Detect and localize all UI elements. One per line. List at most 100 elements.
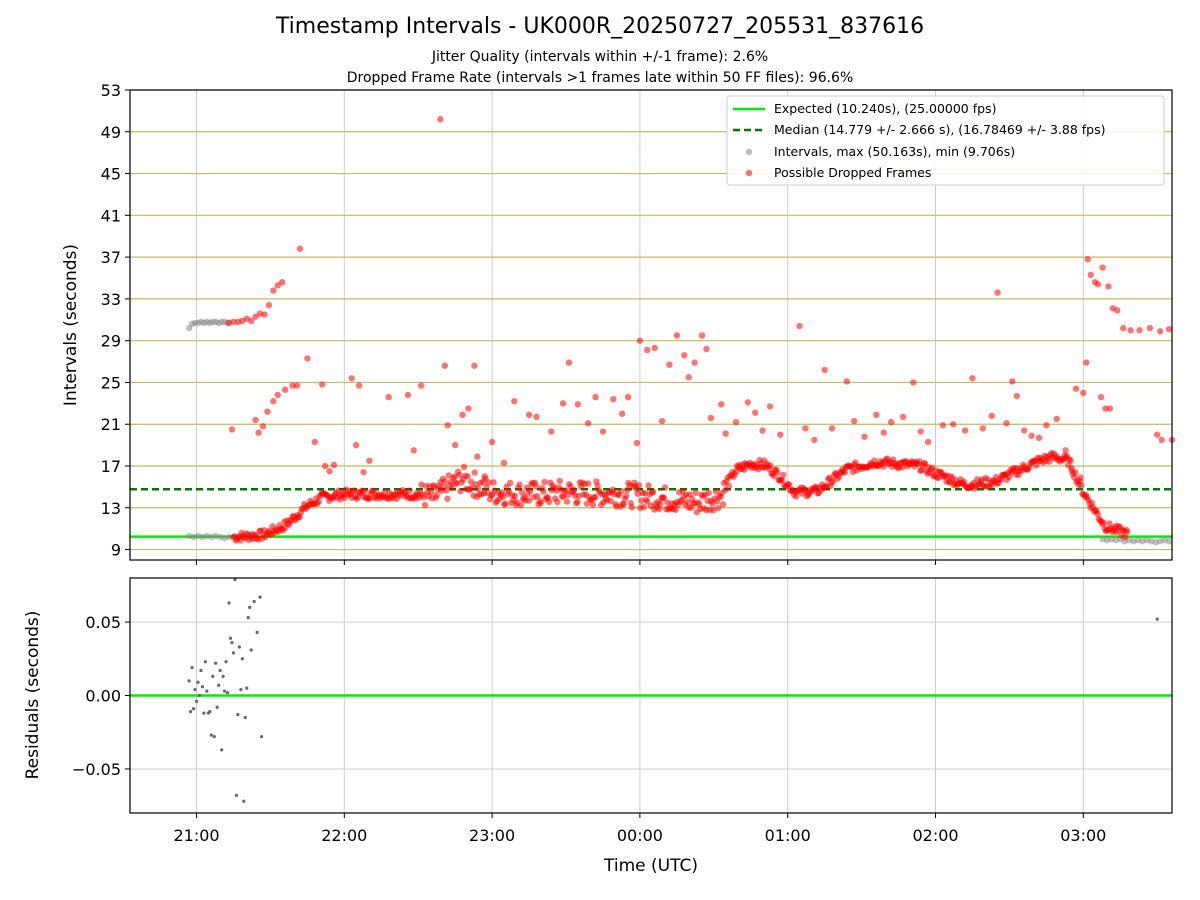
dropped-frame-point <box>354 494 361 501</box>
dropped-frame-point <box>950 421 957 428</box>
dropped-frame-point <box>1035 434 1043 441</box>
dropped-frame-point <box>584 480 592 487</box>
dropped-frame-point <box>385 393 392 401</box>
dropped-frame-point <box>488 438 496 446</box>
top-plot-x-ticks <box>196 560 1084 565</box>
dropped-frame-point <box>441 362 449 369</box>
dropped-frame-point <box>475 485 482 492</box>
dropped-frame-point <box>574 401 582 408</box>
dropped-frame-point <box>274 282 282 289</box>
legend: Expected (10.240s), (25.00000 fps) Media… <box>726 95 1165 186</box>
dropped-frame-point <box>360 469 367 476</box>
dropped-frame-point <box>270 287 277 294</box>
dropped-frame-point <box>624 486 631 494</box>
residual-point <box>249 648 253 652</box>
residual-point <box>227 601 231 605</box>
residual-point <box>224 660 228 664</box>
dropped-frame-point <box>296 245 304 252</box>
dropped-frame-point <box>437 116 444 123</box>
residual-point <box>190 665 194 670</box>
dropped-frame-point <box>1136 327 1143 334</box>
dropped-frame-point <box>722 430 729 437</box>
dropped-frame-point <box>264 408 271 415</box>
dropped-frame-point <box>924 438 932 446</box>
dropped-frame-point <box>459 411 466 419</box>
dropped-frame-point <box>917 428 924 435</box>
dropped-frame-point <box>759 427 766 434</box>
dropped-frame-point <box>610 395 617 403</box>
residual-point <box>221 674 225 679</box>
bottom-y-tick-label: 0.05 <box>85 613 121 632</box>
residual-point <box>199 668 203 673</box>
dropped-frame-point <box>506 479 514 487</box>
dropped-frame-point <box>672 506 679 513</box>
dropped-frame-point <box>1028 432 1035 439</box>
legend-median-label: Median (14.779 +/- 2.666 s), (16.78469 +… <box>774 122 1105 137</box>
dropped-frame-point <box>705 489 712 497</box>
dropped-frame-point <box>624 393 632 401</box>
residual-point <box>245 686 249 690</box>
residual-point <box>212 735 216 739</box>
dropped-frame-point <box>574 498 581 506</box>
residual-point <box>252 599 256 604</box>
x-tick-label: 03:00 <box>1060 826 1106 845</box>
dropped-frame-point <box>1165 325 1173 333</box>
dropped-frame-point <box>490 479 497 486</box>
dropped-frame-point <box>1084 256 1091 263</box>
dropped-frame-point <box>255 429 262 436</box>
residual-point <box>197 693 202 698</box>
dropped-frame-point <box>563 498 571 505</box>
dropped-frame-point <box>1087 271 1094 279</box>
dropped-frame-point <box>1106 520 1113 527</box>
dropped-frame-point <box>685 374 692 381</box>
top-y-tick-label: 53 <box>101 81 121 100</box>
x-tick-label: 00:00 <box>617 826 663 845</box>
dropped-frame-point <box>741 466 748 473</box>
dropped-frame-point <box>645 482 652 489</box>
residual-point <box>258 595 262 599</box>
dropped-frame-point <box>635 482 643 489</box>
dropped-frame-point <box>533 413 540 421</box>
legend-dropped-label: Possible Dropped Frames <box>774 165 931 180</box>
x-tick-label: 23:00 <box>469 826 515 845</box>
dropped-frame-point <box>1072 385 1080 392</box>
top-y-tick-label: 37 <box>101 248 121 267</box>
residual-point <box>218 668 222 673</box>
bottom-plot-points <box>187 577 1159 803</box>
dropped-frame-point <box>261 311 268 318</box>
legend-box <box>726 95 1165 186</box>
dropped-frame-point <box>1158 436 1165 444</box>
dropped-frame-point <box>500 459 508 467</box>
residual-point <box>196 680 200 684</box>
dropped-frame-point <box>618 487 625 495</box>
dropped-frame-point <box>444 422 451 429</box>
dropped-frame-point <box>715 504 722 512</box>
bottom-y-tick-label: 0.00 <box>85 687 121 706</box>
dropped-frame-point <box>355 382 363 389</box>
dropped-frame-point <box>778 477 786 484</box>
dropped-frame-point <box>467 478 475 485</box>
top-y-tick-label: 33 <box>101 290 121 309</box>
dropped-frame-point <box>1154 431 1161 438</box>
x-tick-label: 21:00 <box>173 826 219 845</box>
residual-point <box>187 679 191 683</box>
residual-point <box>208 710 212 714</box>
dropped-frame-point <box>713 497 721 505</box>
dropped-frame-point <box>361 487 368 495</box>
dropped-frame-point <box>1106 405 1114 412</box>
dropped-frame-point <box>861 433 868 440</box>
dropped-frame-point <box>811 436 818 444</box>
dropped-frame-point <box>1043 422 1050 429</box>
dropped-frame-point <box>485 479 493 486</box>
bottom-y-axis-label: Residuals (seconds) <box>23 611 43 780</box>
dropped-frame-point <box>939 422 947 429</box>
dropped-frame-point <box>594 482 601 489</box>
dropped-frame-point <box>460 463 468 471</box>
top-y-tick-label: 45 <box>101 165 121 184</box>
residual-point <box>215 705 219 709</box>
dropped-frame-point <box>691 359 698 366</box>
dropped-frame-point <box>752 409 759 416</box>
dropped-frame-point <box>673 332 681 339</box>
bottom-plot-y-ticks: −0.05 0.00 0.05 <box>72 613 130 779</box>
